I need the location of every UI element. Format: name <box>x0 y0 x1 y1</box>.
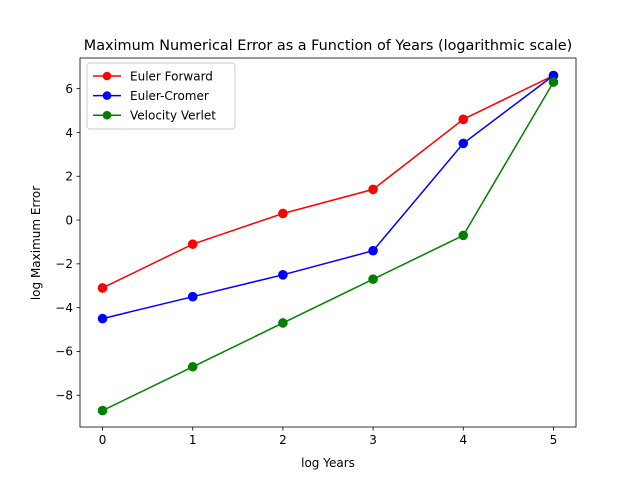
y-tick-label: −2 <box>55 257 73 271</box>
legend-marker <box>102 110 112 120</box>
data-point <box>187 361 198 372</box>
y-tick-label: 0 <box>65 213 73 227</box>
legend-entry: Euler-Cromer <box>93 89 209 103</box>
data-point <box>548 77 559 87</box>
chart-title: Maximum Numerical Error as a Function of… <box>84 38 572 54</box>
data-point <box>458 230 469 241</box>
data-point <box>187 291 198 302</box>
y-tick-label: −6 <box>55 345 73 359</box>
legend-label: Euler-Cromer <box>130 89 209 103</box>
legend-box <box>86 62 236 130</box>
data-point <box>278 318 288 328</box>
x-axis-label: log Years <box>301 456 355 470</box>
legend: Euler Forward Euler-Cromer Velocity Verlet <box>86 62 236 130</box>
data-point <box>458 138 469 149</box>
x-tick-label: 1 <box>189 433 197 447</box>
legend-marker <box>102 91 112 100</box>
series-line <box>102 74 554 320</box>
series-euler-cromer <box>97 70 559 324</box>
y-tick-label: 6 <box>65 82 73 96</box>
x-tick-label: 2 <box>279 433 287 447</box>
plot-area <box>97 70 559 416</box>
series-velocity-verlet <box>97 77 559 416</box>
series-euler-forward <box>97 70 559 293</box>
series-line <box>102 74 554 289</box>
x-tick-label: 4 <box>459 433 467 447</box>
data-point <box>97 405 108 416</box>
x-tick-label: 3 <box>369 433 377 447</box>
data-point <box>97 313 108 324</box>
data-point <box>368 184 378 195</box>
axes-frame <box>79 57 577 428</box>
x-axis: 0 1 2 3 4 5 <box>99 427 558 447</box>
data-point <box>278 208 288 219</box>
y-tick-label: 4 <box>65 126 73 140</box>
data-point <box>458 114 469 125</box>
data-point <box>368 245 378 256</box>
x-tick-label: 0 <box>99 433 107 447</box>
data-point <box>187 239 198 249</box>
legend-entry: Velocity Verlet <box>93 109 216 123</box>
y-axis: −8 −6 −4 −2 0 2 4 6 <box>55 82 80 403</box>
x-tick-label: 5 <box>550 433 558 447</box>
legend-label: Velocity Verlet <box>130 109 216 123</box>
y-tick-label: 2 <box>65 170 73 184</box>
legend-label: Euler Forward <box>130 69 213 83</box>
series-line <box>102 81 555 412</box>
y-axis-label: log Maximum Error <box>29 186 43 300</box>
y-tick-label: −8 <box>55 389 73 403</box>
y-tick-label: −4 <box>55 301 73 315</box>
data-point <box>278 270 288 280</box>
data-point <box>368 274 378 284</box>
legend-entry: Euler Forward <box>93 69 213 83</box>
legend-marker <box>102 71 112 81</box>
data-point <box>97 283 108 293</box>
